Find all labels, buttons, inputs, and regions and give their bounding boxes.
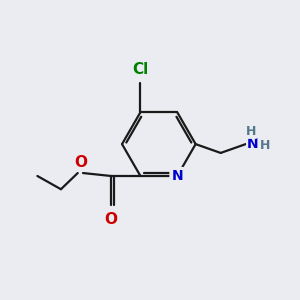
Text: Cl: Cl bbox=[132, 62, 148, 77]
Text: O: O bbox=[104, 212, 118, 227]
Text: O: O bbox=[74, 155, 87, 170]
Text: H: H bbox=[260, 139, 270, 152]
Text: N: N bbox=[247, 137, 259, 151]
Text: N: N bbox=[171, 169, 183, 183]
Text: H: H bbox=[246, 125, 256, 138]
